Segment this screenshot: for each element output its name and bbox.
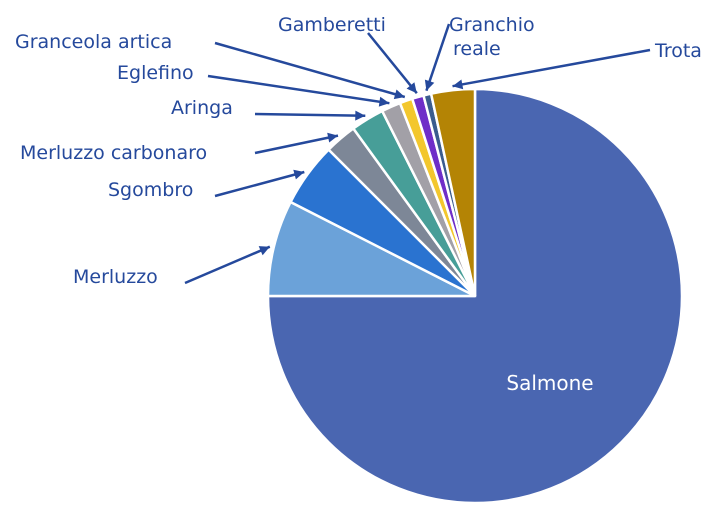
leader-line-merluzzo-carbonaro: [254, 134, 339, 155]
label-salmone: Salmone: [506, 371, 593, 395]
leader-arrowhead-trota: [452, 79, 464, 90]
leader-arrowhead-granceola-artica: [393, 89, 405, 100]
label-sgombro: Sgombro: [108, 179, 193, 201]
label-granceola-artica: Granceola artica: [15, 31, 172, 53]
leader-line-merluzzo: [184, 245, 271, 285]
leader-line-trota: [452, 48, 651, 88]
leader-arrowhead-gamberetti: [406, 82, 417, 94]
slice-merluzzo: [266, 200, 476, 298]
leader-arrowhead-aringa: [355, 110, 366, 121]
label-granchio-reale-line2: reale: [453, 38, 501, 60]
label-merluzzo-carbonaro: Merluzzo carbonaro: [20, 142, 207, 164]
label-aringa: Aringa: [171, 97, 233, 119]
label-granchio-reale-line1: Granchio: [449, 14, 535, 36]
leader-lines: [184, 23, 651, 285]
leader-line-granchio-reale: [425, 23, 451, 92]
label-merluzzo: Merluzzo: [73, 266, 158, 288]
pie-slices: [266, 87, 684, 505]
leader-line-aringa: [254, 112, 366, 117]
leader-line-sgombro: [214, 170, 305, 198]
label-trota: Trota: [654, 40, 702, 62]
slice-trota: [429, 87, 477, 297]
leader-line-granceola-artica: [214, 41, 406, 99]
leader-line-gamberetti: [367, 32, 418, 94]
leader-arrowhead-eglefino: [378, 96, 390, 107]
label-gamberetti: Gamberetti: [278, 14, 386, 36]
leader-arrowhead-merluzzo: [258, 246, 270, 256]
leader-arrowhead-granchio-reale: [424, 79, 435, 91]
slice-salmone: [266, 87, 684, 505]
label-granchio-reale: Granchio reale: [449, 14, 541, 60]
label-eglefino: Eglefino: [117, 62, 194, 84]
leader-arrowhead-merluzzo-carbonaro: [327, 132, 338, 143]
leader-line-eglefino: [207, 74, 390, 105]
leader-arrowhead-sgombro: [293, 169, 305, 180]
